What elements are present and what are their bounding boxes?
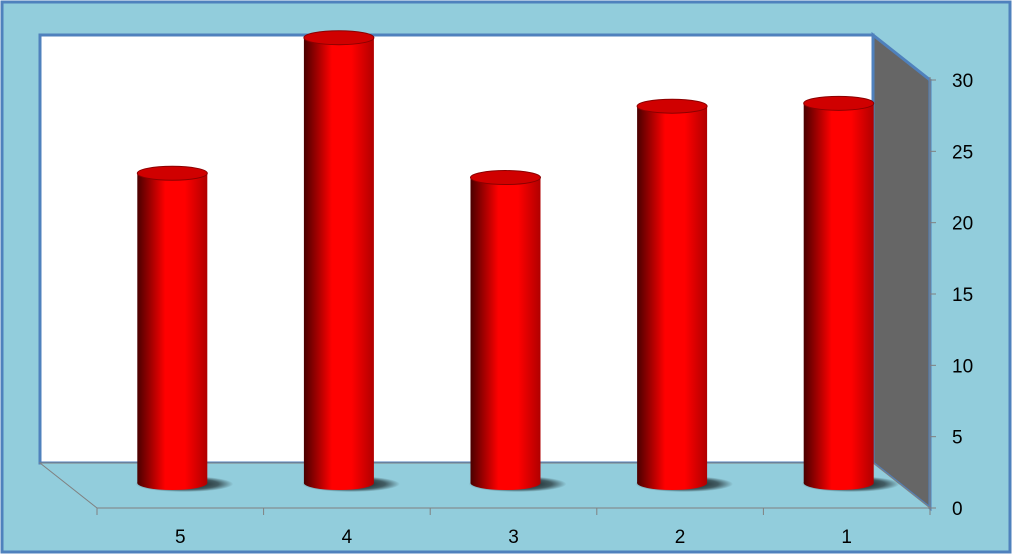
y-tick-label: 0 xyxy=(952,499,963,520)
bar-top-cap xyxy=(136,165,208,181)
bar-top-cap xyxy=(470,170,541,186)
y-axis: 0 5 10 15 20 25 30 xyxy=(929,71,973,520)
bar-base xyxy=(470,476,541,490)
bar-cylinder xyxy=(301,30,400,492)
bar-top-cap xyxy=(803,95,875,111)
bar-cylinder xyxy=(468,170,567,492)
bar-cylinder xyxy=(135,165,234,492)
bar-body xyxy=(803,103,874,484)
bar-base xyxy=(803,476,874,490)
bar-base xyxy=(637,476,708,490)
bars-group xyxy=(135,30,900,492)
bar-body xyxy=(137,173,208,483)
x-tick-label: 4 xyxy=(342,527,353,548)
x-tick-label: 3 xyxy=(508,527,519,548)
y-tick-label: 5 xyxy=(952,428,963,449)
x-tick-label: 5 xyxy=(175,527,186,548)
y-tick-label: 15 xyxy=(952,285,973,306)
x-axis: 5 4 3 2 1 xyxy=(96,507,931,548)
bar-cylinder xyxy=(801,95,900,492)
bar-top-cap xyxy=(303,30,375,46)
bar-body xyxy=(637,106,708,484)
y-tick-label: 30 xyxy=(952,71,973,92)
bar-body xyxy=(303,37,374,483)
bar-body xyxy=(470,177,541,483)
bar-base xyxy=(303,476,374,490)
y-tick-label: 10 xyxy=(952,356,973,377)
y-tick-label: 20 xyxy=(952,214,973,235)
plot-side-wall xyxy=(871,31,932,512)
bar-base xyxy=(137,476,208,490)
x-tick-label: 1 xyxy=(841,527,852,548)
x-tick-label: 2 xyxy=(675,527,686,548)
bar-cylinder xyxy=(635,98,734,492)
bar-top-cap xyxy=(636,98,708,114)
y-tick-label: 25 xyxy=(952,142,973,163)
